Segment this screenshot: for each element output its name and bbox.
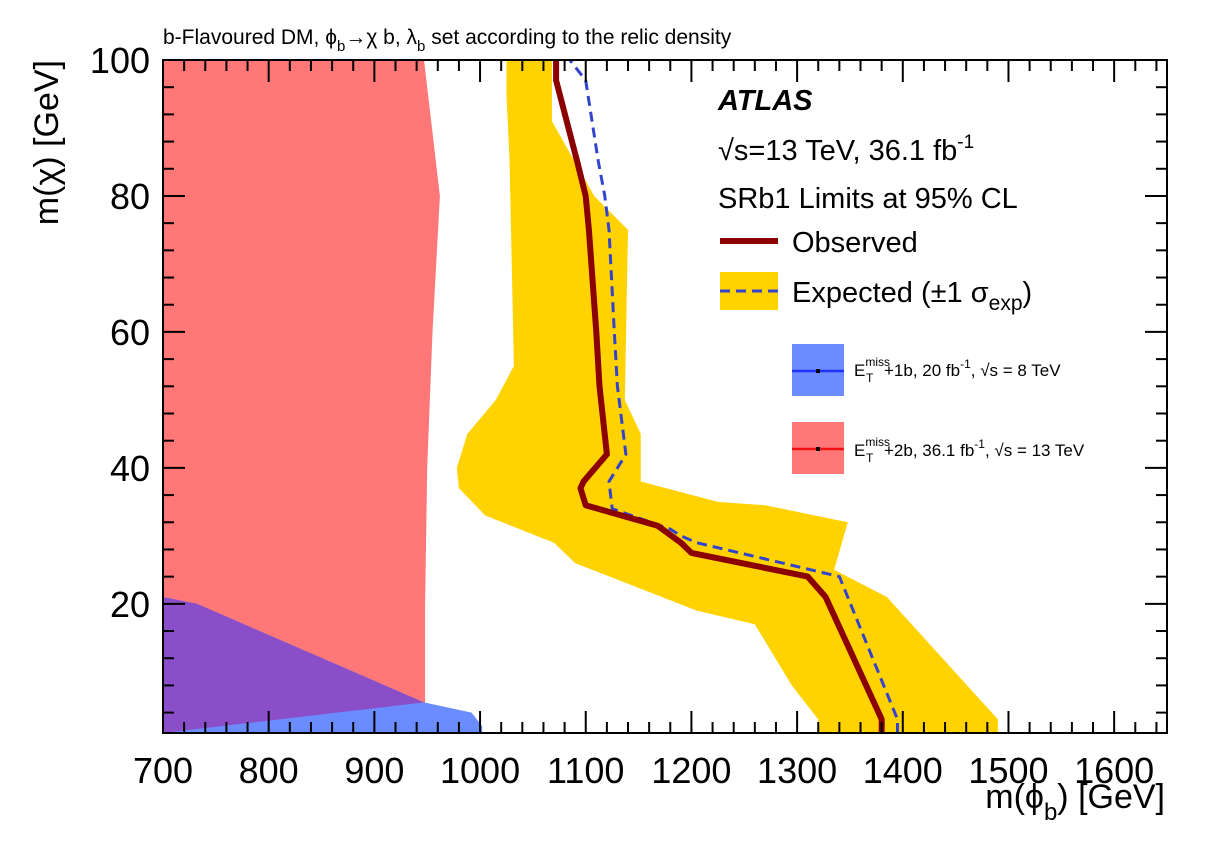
sqrt-symbol: √ [718,135,734,167]
legend-13tev-lumi-sup: -1 [974,437,985,451]
x-tick-label: 900 [344,750,404,791]
y-tick-label: 100 [90,40,150,81]
x-axis-title: m(ϕb) [GeV] [985,778,1165,826]
plot-frame [162,59,1168,734]
x-tick-label: 800 [239,750,299,791]
legend-8tev-label: Emiss T +1b, 20 fb-1, √s = 8 TeV [854,355,1061,385]
x-tick-label: 700 [133,750,193,791]
legend-8tev-sub: T [866,371,874,385]
legend-13tev-text: +2b, 36.1 fb [884,441,974,460]
y-tick-label: 40 [110,448,150,489]
x-tick-label: 1400 [863,750,943,791]
chart-title-phi-sub: b [337,38,345,55]
energy-lumi-label: √s=13 TeV, 36.1 fb-1 [718,132,974,167]
x-tick-label: 1300 [757,750,837,791]
region-label: SRb1 Limits at 95% CL [718,183,1018,215]
axis-ticks [163,60,1167,733]
legend-observed-label: Observed [792,227,918,259]
y-tick-label: 60 [110,312,150,353]
excluded-13tev-region [163,60,440,733]
legend-13tev-e: E [854,441,865,460]
x-axis-title-sub: b [1044,799,1057,826]
x-tick-label: 1000 [440,750,520,791]
legend-13tev-sub: T [866,451,874,465]
legend-expected-sigma: σ [971,277,989,309]
x-tick-label: 1100 [547,750,624,791]
legend-8tev-marker [816,369,820,373]
x-axis-title-pre: m(ϕ [985,778,1044,816]
legend-8tev-text: +1b, 20 fb [884,361,960,380]
chart-title-lambda: λ [407,26,418,49]
legend-8tev-text2: , √s = 8 TeV [971,361,1061,380]
legend-expected-sub: exp [989,292,1023,315]
chart-title-text-end: set according to the relic density [425,26,731,49]
legend-expected-post: ) [1023,277,1033,309]
x-tick-label: 1600 [1074,750,1154,791]
energy-lumi-sup: -1 [957,132,974,153]
y-tick-labels: 20 40 60 80 100 [90,40,150,625]
legend-expected-label: Expected (±1 σexp) [792,277,1032,315]
chart-title-lambda-sub: b [417,38,425,55]
expected-1sigma-band [456,60,998,733]
legend-8tev-lumi-sup: -1 [960,357,971,371]
y-axis-title: m(χ) [GeV] [28,60,66,225]
legend-13tev-marker [816,447,820,451]
x-axis-title-post: ) [GeV] [1057,778,1165,816]
atlas-label: ATLAS [717,85,813,117]
expected-limit-line [568,60,899,733]
chart-title-arrow-chi: →χ b, [345,26,406,49]
chart-title: b-Flavoured DM, ϕb→χ b, λb set according… [163,26,732,55]
y-tick-label: 80 [110,176,150,217]
x-tick-labels: 700 800 900 1000 1100 1200 1300 1400 1500 1600 [133,750,1154,791]
legend-8tev-sup: miss [865,355,890,369]
legend-13tev-label: Emiss T +2b, 36.1 fb-1, √s = 13 TeV [854,435,1085,465]
observed-limit-line [553,60,885,733]
legend-13tev-sup: miss [865,435,890,449]
y-tick-label: 20 [110,584,150,625]
excluded-overlap-region [163,597,424,733]
x-tick-label: 1500 [968,750,1048,791]
energy-lumi-text: s=13 TeV, 36.1 fb [734,135,957,167]
chart-title-text: b-Flavoured DM, [163,26,325,49]
chart-title-phi: ϕ [325,26,337,49]
legend-13tev-text2: , √s = 13 TeV [985,441,1085,460]
legend-8tev-e: E [854,361,865,380]
x-tick-label: 1200 [651,750,731,791]
legend-expected-pre: Expected (±1 [792,277,971,309]
